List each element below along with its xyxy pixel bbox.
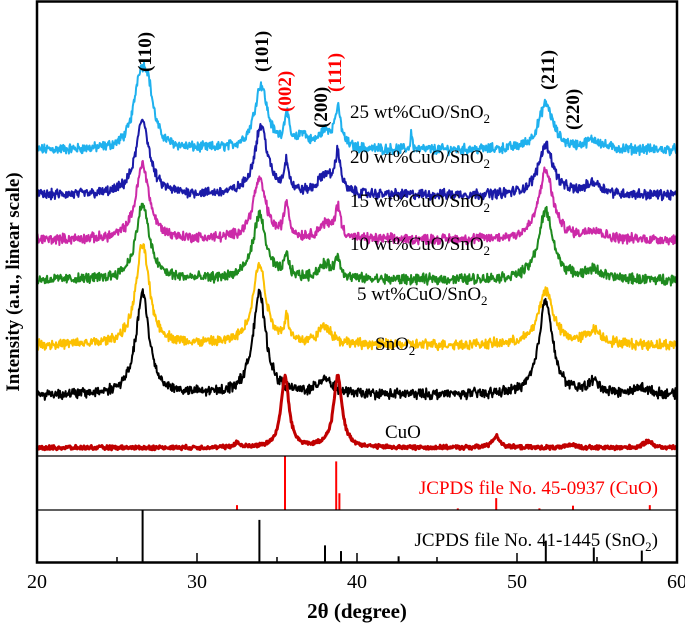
reference-label: JCPDS file No. 41-1445 (SnO2) bbox=[415, 530, 658, 554]
plot-frame bbox=[35, 0, 679, 564]
series-line-5-wt-CuO-SnO2 bbox=[36, 243, 678, 352]
series-line-25-wt-CuO-SnO2 bbox=[36, 61, 678, 157]
traces bbox=[35, 61, 678, 452]
series-line-SnO2 bbox=[36, 288, 678, 401]
series-label: SnO2 bbox=[375, 334, 415, 358]
series-line-CuO bbox=[35, 373, 678, 452]
reflection-label: (110) bbox=[135, 32, 156, 72]
y-axis-label: Intensity (a.u., linear scale) bbox=[3, 172, 24, 391]
x-axis: 20 30 40 50 60 bbox=[27, 553, 685, 593]
series-line-10-wt-CuO-SnO2 bbox=[36, 202, 678, 287]
reference-label: JCPDS file No. 45-0937 (CuO) bbox=[419, 478, 658, 499]
reflection-label: (220) bbox=[563, 89, 584, 130]
x-tick-label: 60 bbox=[667, 571, 685, 593]
series-label: 15 wt%CuO/SnO2 bbox=[350, 191, 490, 215]
series-line-20-wt-CuO-SnO2 bbox=[36, 118, 678, 202]
x-axis-label: 2θ (degree) bbox=[307, 599, 407, 623]
series-label: 25 wt%CuO/SnO2 bbox=[350, 102, 490, 126]
reflection-label: (200) bbox=[311, 87, 332, 128]
x-tick-label: 40 bbox=[347, 571, 367, 593]
series-label: 10 wt%CuO/SnO2 bbox=[350, 234, 490, 258]
series-label: 20 wt%CuO/SnO2 bbox=[350, 147, 490, 171]
reflection-label: (211) bbox=[538, 50, 559, 90]
series-label: CuO bbox=[385, 422, 421, 443]
x-tick-label: 50 bbox=[507, 571, 527, 593]
x-tick-label: 30 bbox=[187, 571, 207, 593]
reflection-label: (101) bbox=[252, 31, 273, 72]
reflection-label: (002) bbox=[275, 71, 296, 112]
series-line-15-wt-CuO-SnO2 bbox=[36, 159, 678, 246]
reflection-label: (111) bbox=[325, 53, 346, 92]
x-tick-label: 20 bbox=[27, 571, 47, 593]
series-label: 5 wt%CuO/SnO2 bbox=[357, 284, 488, 308]
labels: 25 wt%CuO/SnO2 20 wt%CuO/SnO2 15 wt%CuO/Sn… bbox=[135, 31, 658, 554]
